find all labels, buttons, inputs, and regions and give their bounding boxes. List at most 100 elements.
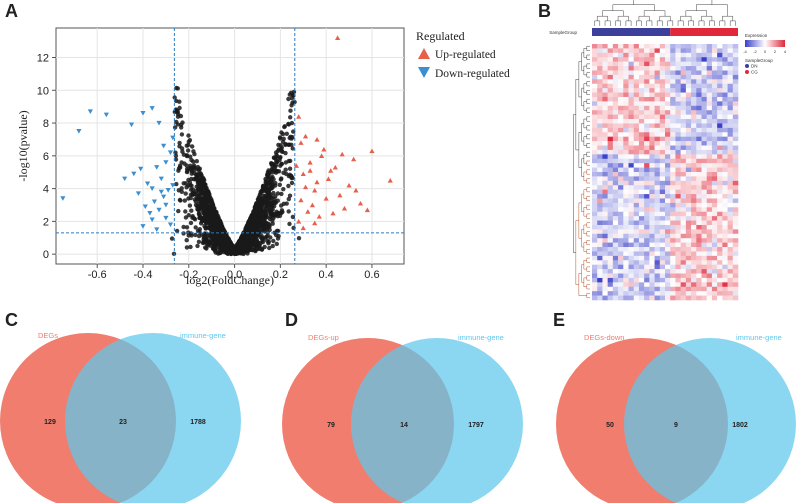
- heatmap-cell: [659, 61, 666, 67]
- not-significant-point: [283, 167, 288, 172]
- heatmap-cell: [670, 242, 676, 248]
- heatmap-cell: [717, 119, 723, 124]
- heatmap-cell: [706, 52, 713, 58]
- not-significant-point: [185, 148, 191, 153]
- heatmap-cell: [659, 189, 666, 195]
- not-significant-point: [205, 243, 211, 248]
- not-significant-point: [275, 214, 280, 219]
- heatmap-cell: [722, 189, 728, 195]
- heatmap-cell: [623, 216, 629, 221]
- heatmap-cell: [623, 286, 629, 292]
- heatmap-cell: [612, 233, 619, 239]
- heatmap-cell: [654, 247, 661, 252]
- heatmap-cell: [680, 136, 687, 142]
- heatmap-cell: [628, 141, 635, 146]
- cg-group-bar: [670, 28, 738, 36]
- heatmap-cell: [670, 194, 676, 199]
- not-significant-point: [198, 204, 204, 209]
- heatmap-cell: [711, 88, 718, 93]
- heatmap-cell: [711, 119, 718, 124]
- not-significant-point: [191, 149, 196, 154]
- heatmap-cell: [701, 141, 708, 146]
- immune-gene-set-circle: [624, 338, 796, 503]
- down-regulated-point: [135, 191, 142, 196]
- heatmap-cell: [711, 57, 718, 62]
- heatmap-cell: [602, 291, 608, 296]
- heatmap-cell: [706, 48, 713, 54]
- heatmap-cell: [618, 105, 624, 111]
- column-dendrogram-branch: [602, 10, 624, 17]
- heatmap-cell: [711, 141, 718, 146]
- heatmap-cell: [732, 247, 739, 252]
- heatmap-cell: [644, 260, 650, 265]
- heatmap-cell: [675, 242, 681, 248]
- heatmap-cell: [717, 154, 723, 160]
- column-dendrogram-branch: [633, 0, 713, 5]
- heatmap-cell: [644, 224, 650, 230]
- heatmap-cell: [623, 172, 629, 177]
- not-significant-point: [177, 105, 182, 111]
- heatmap-cell: [711, 291, 718, 296]
- heatmap-cell: [659, 79, 666, 85]
- column-dendrogram-branch: [596, 15, 608, 21]
- heatmap-cell: [659, 238, 666, 243]
- heatmap-cell: [732, 88, 739, 93]
- heatmap-cell: [654, 79, 661, 85]
- heatmap-cell: [675, 251, 681, 257]
- heatmap-cell: [654, 202, 661, 208]
- heatmap-cell: [618, 132, 624, 137]
- heatmap-cell: [628, 185, 635, 190]
- heatmap-cell: [701, 277, 708, 283]
- heatmap-cell: [659, 202, 666, 208]
- heatmap-cell: [654, 123, 661, 129]
- heatmap-cell: [659, 172, 666, 177]
- not-significant-point: [250, 221, 255, 226]
- heatmap-cell: [592, 282, 598, 288]
- heatmap-cell: [732, 154, 739, 160]
- heatmap-cell: [727, 207, 734, 213]
- heatmap-cell: [618, 286, 624, 292]
- not-significant-point: [245, 251, 250, 256]
- heatmap-cell: [644, 79, 650, 85]
- heatmap-cell: [618, 198, 624, 204]
- heatmap-cell: [633, 251, 640, 257]
- heatmap-cell: [592, 163, 598, 168]
- heatmap-cell: [696, 260, 702, 265]
- heatmap-figure: SampleGroup Expression -4 -2 0 2 4 SampleGro…: [549, 0, 787, 301]
- heatmap-cell: [612, 149, 619, 155]
- heatmap-cell: [691, 238, 697, 243]
- heatmap-cell: [602, 202, 608, 208]
- heatmap-cell: [701, 119, 708, 124]
- heatmap-cell: [691, 282, 697, 288]
- heatmap-cell: [670, 238, 676, 243]
- not-significant-point: [183, 209, 188, 214]
- heatmap-cell: [659, 83, 666, 89]
- heatmap-cell: [602, 52, 608, 58]
- column-dendrogram-branch: [612, 4, 655, 11]
- heatmap-cell: [706, 57, 713, 62]
- heatmap-cell: [659, 48, 666, 54]
- down-regulated-point: [163, 215, 169, 221]
- heatmap-cell: [597, 238, 603, 243]
- heatmap-cell: [670, 260, 676, 265]
- heatmap-cell: [680, 105, 687, 111]
- not-significant-point: [200, 240, 206, 246]
- heatmap-cell: [602, 149, 608, 155]
- heatmap-cell: [665, 105, 671, 111]
- heatmap-cell: [696, 119, 702, 124]
- heatmap-cell: [592, 216, 598, 221]
- heatmap-cell: [680, 167, 687, 173]
- heatmap-cell: [675, 163, 681, 168]
- not-significant-point: [258, 240, 263, 245]
- heatmap-cell: [711, 74, 718, 80]
- heatmap-cell: [592, 110, 598, 115]
- heatmap-cell: [597, 211, 603, 217]
- heatmap-cell: [607, 194, 614, 199]
- heatmap-cell: [696, 255, 702, 261]
- not-significant-point: [186, 183, 191, 188]
- heatmap-cell: [644, 273, 650, 279]
- heatmap-cell: [670, 295, 676, 301]
- heatmap-cell: [727, 269, 734, 274]
